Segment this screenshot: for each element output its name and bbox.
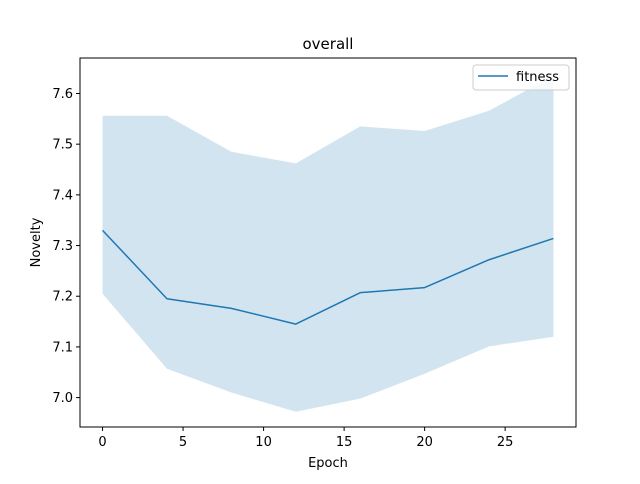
- y-axis-ticks: 7.0 7.1 7.2 7.3 7.4 7.5 7.6: [52, 87, 80, 406]
- series-line-layer: [102, 229, 554, 325]
- x-tick-label-3: 15: [336, 435, 353, 450]
- chart-title: overall: [303, 35, 354, 53]
- series-line-0: [102, 229, 554, 325]
- y-tick-label-0: 7.0: [52, 391, 73, 406]
- legend: fitness: [472, 64, 570, 91]
- y-axis-label: Novelty: [29, 217, 44, 267]
- y-tick-label-1: 7.1: [52, 340, 73, 355]
- legend-label-fitness: fitness: [516, 70, 559, 85]
- x-tick-label-5: 25: [497, 435, 514, 450]
- plot-area-frame: [79, 57, 577, 428]
- confidence-band-layer: [102, 75, 554, 412]
- y-tick-label-5: 7.5: [52, 138, 73, 153]
- x-axis-ticks: 0 5 10 15 20 25: [98, 427, 513, 450]
- y-tick-label-3: 7.3: [52, 239, 73, 254]
- y-tick-label-2: 7.2: [52, 290, 73, 305]
- y-tick-label-4: 7.4: [52, 188, 73, 203]
- x-tick-label-0: 0: [98, 435, 106, 450]
- x-axis-label: Epoch: [308, 456, 348, 471]
- y-tick-label-6: 7.6: [52, 87, 73, 102]
- legend-box: [472, 64, 570, 91]
- x-tick-label-2: 10: [255, 435, 272, 450]
- x-tick-label-1: 5: [179, 435, 187, 450]
- x-tick-label-4: 20: [416, 435, 433, 450]
- confidence-band-0: [102, 75, 554, 412]
